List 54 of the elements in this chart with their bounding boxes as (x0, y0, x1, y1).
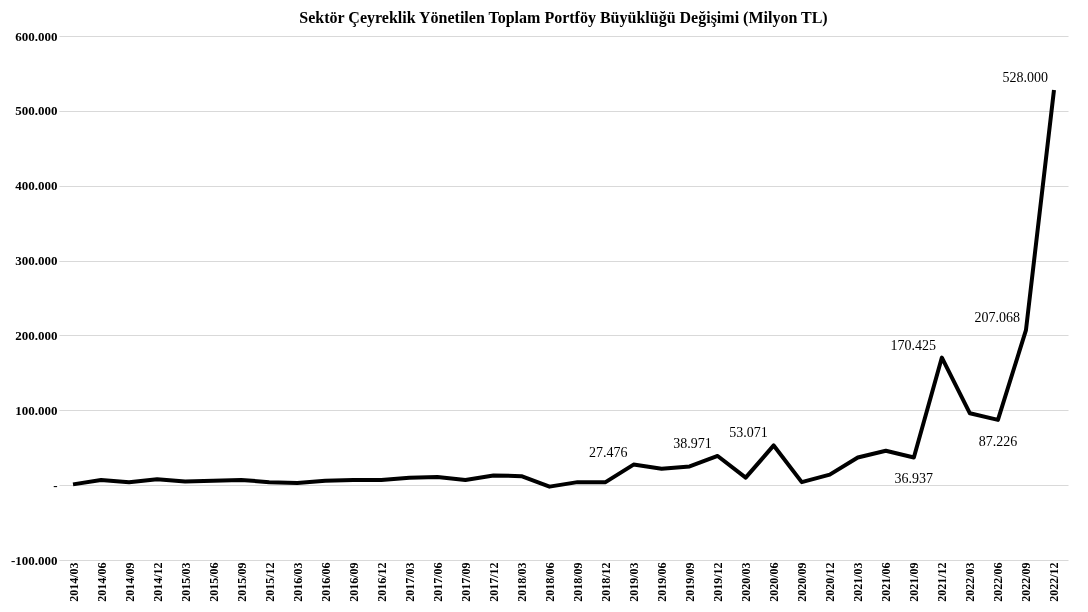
x-tick-label: 2022/09 (1019, 562, 1034, 602)
x-tick-label: 2014/09 (122, 562, 137, 602)
x-tick-label: 2018/06 (542, 562, 557, 602)
x-tick-label: 2014/06 (94, 562, 109, 602)
x-tick-label: 2020/06 (767, 562, 782, 602)
x-tick-label: 2017/06 (430, 562, 445, 602)
x-tick-label: 2021/09 (907, 562, 922, 602)
x-tick-label: 2019/09 (683, 562, 698, 602)
x-tick-label: 2014/12 (150, 562, 165, 602)
data-label: 528.000 (1002, 69, 1048, 85)
x-tick-label: 2015/09 (234, 562, 249, 602)
line-series (71, 87, 1056, 489)
chart-title: Sektör Çeyreklik Yönetilen Toplam Portföy Büyüklüğü Değişimi (Milyon TL) (299, 9, 828, 27)
y-tick-label: 300.000 (15, 253, 58, 269)
x-tick-label: 2020/03 (739, 562, 754, 602)
x-tick-label: 2021/06 (879, 562, 894, 602)
x-tick-label: 2019/12 (711, 562, 726, 602)
x-tick-label: 2022/03 (963, 562, 978, 602)
data-label: 170.425 (890, 337, 936, 353)
x-tick-label: 2019/03 (627, 562, 642, 602)
x-tick-label: 2016/03 (290, 562, 305, 602)
x-tick-label: 2022/12 (1047, 562, 1062, 602)
x-tick-label: 2016/06 (318, 562, 333, 602)
x-tick-label: 2015/12 (262, 562, 277, 602)
y-tick-label: -100.000 (10, 552, 58, 568)
y-tick-label: 100.000 (15, 402, 58, 418)
x-tick-label: 2018/09 (571, 562, 586, 602)
y-tick-label: 500.000 (15, 103, 58, 119)
x-tick-label: 2020/12 (823, 562, 838, 602)
y-tick-label: 200.000 (15, 327, 58, 343)
y-tick-label: 600.000 (15, 28, 58, 44)
x-tick-label: 2018/03 (514, 562, 529, 602)
x-tick-label: 2020/09 (795, 562, 810, 602)
x-tick-label: 2018/12 (599, 562, 614, 602)
x-tick-label: 2016/09 (346, 562, 361, 602)
data-label: 207.068 (974, 310, 1020, 326)
data-label: 27.476 (589, 444, 628, 460)
y-tick-label: - (53, 477, 58, 493)
x-tick-label: 2017/03 (402, 562, 417, 602)
x-tick-label: 2019/06 (655, 562, 670, 602)
data-label: 36.937 (894, 471, 934, 487)
data-label: 87.226 (978, 433, 1018, 449)
x-tick-label: 2022/06 (991, 562, 1006, 602)
data-label: 53.071 (729, 425, 768, 441)
x-tick-label: 2021/03 (851, 562, 866, 602)
y-tick-label: 400.000 (15, 178, 58, 194)
x-tick-label: 2015/06 (206, 562, 221, 602)
x-tick-label: 2021/12 (935, 562, 950, 602)
data-label: 38.971 (673, 435, 712, 451)
x-tick-label: 2017/09 (458, 562, 473, 602)
x-tick-label: 2015/03 (178, 562, 193, 602)
x-tick-label: 2017/12 (486, 562, 501, 602)
x-tick-label: 2016/12 (374, 562, 389, 602)
x-tick-label: 2014/03 (66, 562, 81, 602)
